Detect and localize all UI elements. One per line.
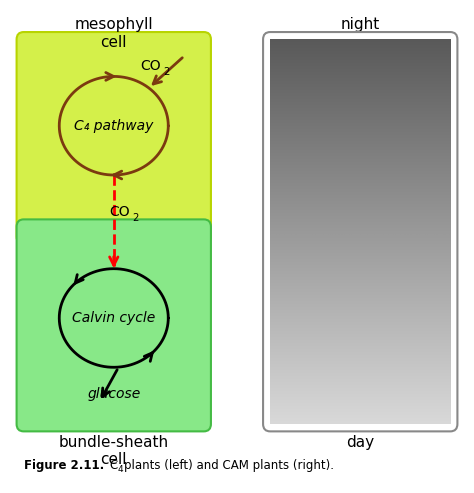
Text: CO: CO [140,59,161,72]
Text: 2: 2 [133,213,139,223]
Text: plants (left) and CAM plants (right).: plants (left) and CAM plants (right). [124,459,334,472]
Text: bundle-sheath
cell: bundle-sheath cell [59,435,169,467]
Text: mesophyll
cell: mesophyll cell [74,17,153,50]
Text: Calvin cycle: Calvin cycle [319,318,402,332]
Text: Calvin cycle: Calvin cycle [72,311,155,325]
FancyBboxPatch shape [17,32,211,244]
Text: 2: 2 [401,69,407,79]
Text: glucose: glucose [87,387,140,401]
FancyBboxPatch shape [17,219,211,431]
Text: C: C [109,459,117,472]
FancyBboxPatch shape [263,32,457,431]
Text: CO: CO [366,212,387,226]
Text: 2: 2 [390,221,396,231]
Text: glucose: glucose [334,395,387,409]
Text: day: day [346,435,374,450]
Text: C₄ pathway: C₄ pathway [74,119,154,133]
Text: Figure 2.11.: Figure 2.11. [24,459,104,472]
Text: CO: CO [377,61,398,74]
Text: 4: 4 [118,465,123,474]
Text: 2: 2 [164,67,170,77]
Text: C₄ pathway: C₄ pathway [320,136,400,150]
Text: CO: CO [109,205,130,219]
Text: night: night [341,17,380,32]
